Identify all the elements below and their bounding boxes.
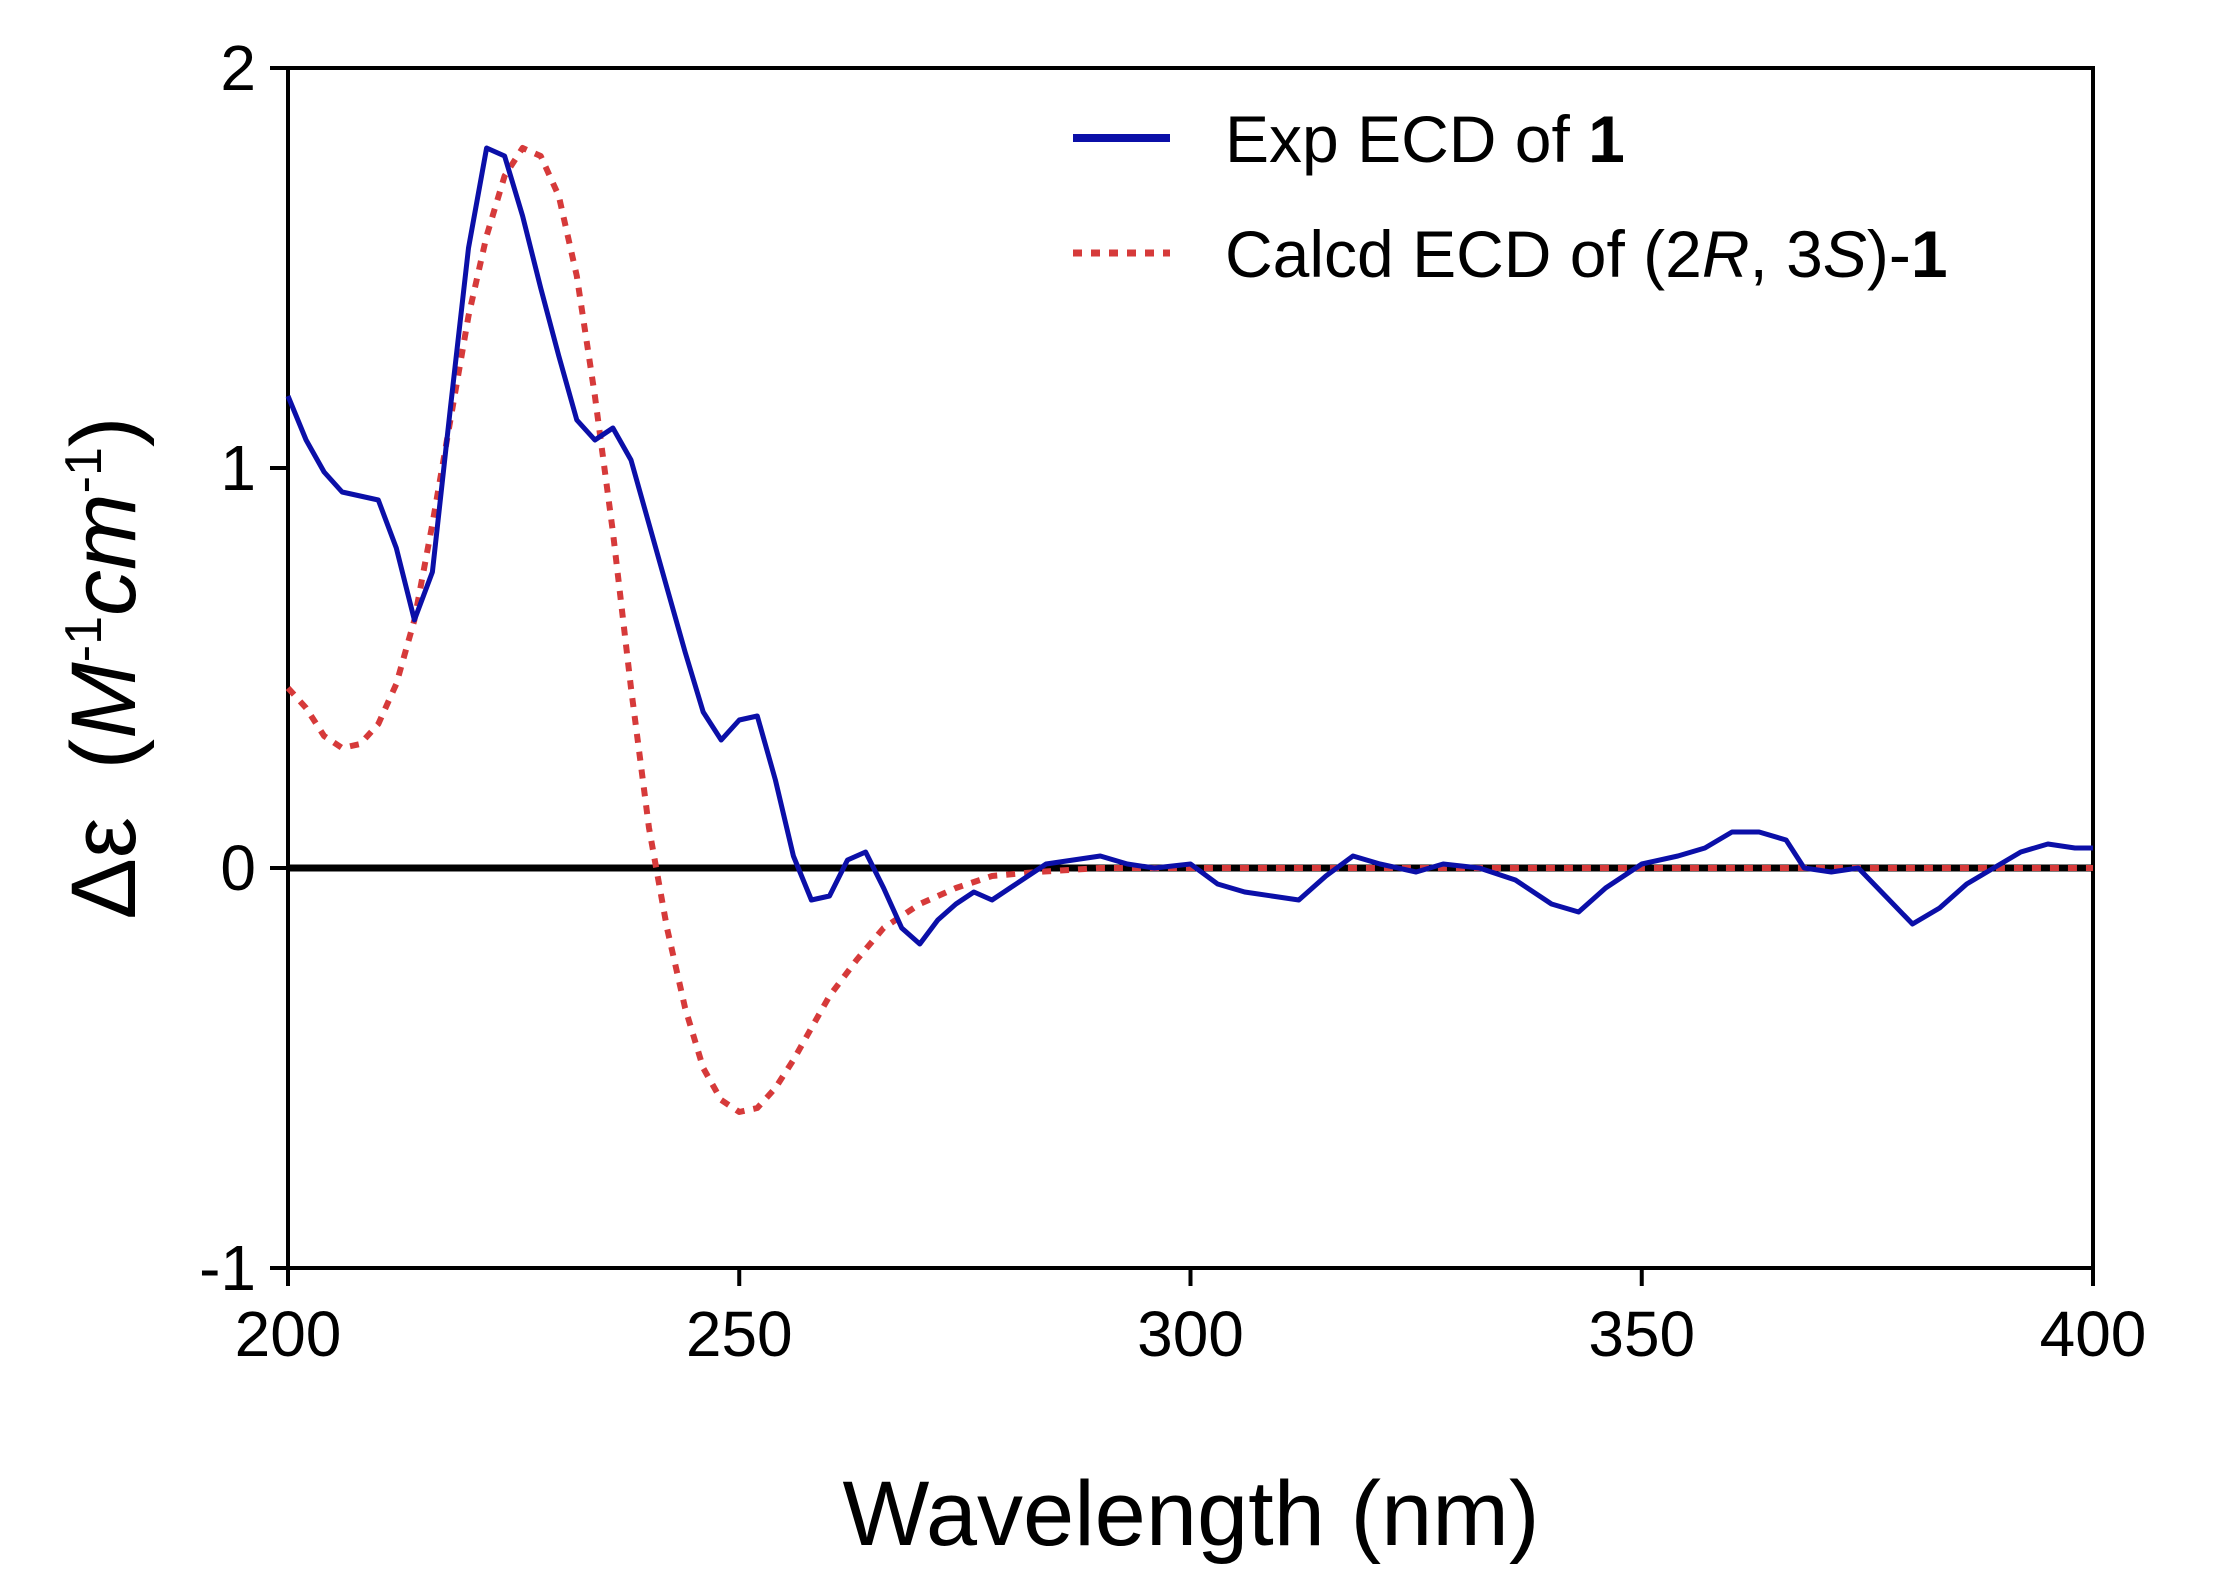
series-line-exp-ecd xyxy=(285,145,2093,947)
legend-label-calcd: Calcd ECD of (2R, 3S)-1 xyxy=(1225,217,1948,291)
x-tick-label: 300 xyxy=(1137,1298,1244,1370)
y-tick-label: 2 xyxy=(220,32,256,104)
axis-ticks: 200 250 300 350 400 2 1 0 -1 xyxy=(199,32,2146,1370)
legend-calcd-r: R xyxy=(1702,217,1750,291)
x-tick-label: 400 xyxy=(2040,1298,2147,1370)
x-tick-label: 200 xyxy=(235,1298,342,1370)
legend: Exp ECD of 1 Calcd ECD of (2R, 3S)-1 xyxy=(1073,102,1948,291)
legend-label-exp: Exp ECD of 1 xyxy=(1225,102,1625,176)
y-tick-label: 0 xyxy=(220,832,256,904)
legend-calcd-s: S xyxy=(1823,217,1867,291)
y-tick-label: -1 xyxy=(199,1232,256,1304)
legend-calcd-mid: , 3 xyxy=(1750,217,1823,291)
y-axis-unit-cm: cm xyxy=(53,493,155,616)
legend-calcd-bold: 1 xyxy=(1911,217,1948,291)
series-layer xyxy=(285,145,2093,1115)
y-axis-unit-open: ( xyxy=(53,739,155,770)
y-axis-unit-close: ) xyxy=(53,416,155,447)
legend-exp-prefix: Exp ECD of xyxy=(1225,102,1588,176)
legend-calcd-prefix: Calcd ECD of (2 xyxy=(1225,217,1702,291)
y-axis-unit-cm-exp: -1 xyxy=(55,447,113,493)
y-tick-label: 1 xyxy=(220,432,256,504)
x-tick-label: 250 xyxy=(686,1298,793,1370)
legend-exp-bold: 1 xyxy=(1588,102,1625,176)
y-axis-symbol: Δε xyxy=(53,817,155,919)
legend-calcd-suffix: )- xyxy=(1867,217,1911,291)
x-tick-label: 350 xyxy=(1588,1298,1695,1370)
y-axis-unit-m-exp: -1 xyxy=(55,616,113,662)
y-axis-unit-m: M xyxy=(53,662,155,739)
y-axis-label: Δε (M-1cm-1) xyxy=(53,416,155,919)
x-axis-label: Wavelength (nm) xyxy=(842,1463,1539,1565)
